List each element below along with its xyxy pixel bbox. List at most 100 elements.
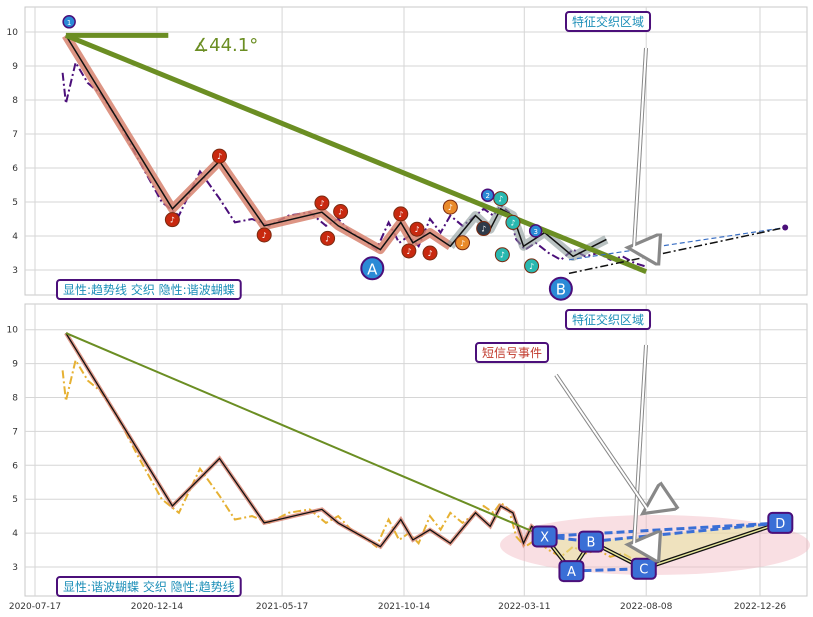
note-marker [256, 227, 272, 243]
harmonic-point-label: B [586, 536, 595, 551]
number-badge [480, 188, 495, 202]
harmonic-point-box [531, 525, 558, 548]
harmonic-point-label: D [775, 517, 785, 532]
y-tick-label: 4 [12, 529, 18, 539]
x-tick-label: 2021-10-14 [378, 602, 431, 612]
y-tick-label: 8 [12, 394, 18, 404]
pattern-point-circle [360, 256, 385, 281]
legend-label-bottom-text: 显性:谐波蝴蝶 交织 隐性:趋势线 [63, 579, 235, 594]
pattern-point-label: B [556, 281, 566, 299]
note-glyph: ♪ [338, 208, 343, 217]
harmonic-point-label: C [639, 563, 648, 578]
y-tick-label: 3 [12, 266, 18, 276]
note-glyph: ♪ [498, 195, 503, 204]
harmonic-dashed-link [590, 521, 781, 544]
note-glyph: ♪ [414, 225, 419, 234]
top-panel: 3 4 5 6 7 8 9 10 ♪ ♪ ♪ ♪ ♪ ♪ ♪ ♪ ♪ ♪ ♪ ♪ ♪ ♪ ♪ ♪ ♪ A B 1 2 3 ∡44.1° 特… [7, 6, 808, 301]
note-glyph: ♪ [406, 247, 411, 256]
note-glyph: ♪ [427, 249, 432, 258]
note-marker [212, 148, 228, 164]
trendline [64, 33, 648, 275]
note-glyph: ♪ [481, 225, 486, 234]
y-tick-label: 10 [7, 28, 19, 38]
note-marker [493, 191, 509, 207]
pattern-point-label: A [367, 260, 378, 278]
note-marker [393, 206, 409, 222]
note-glyph: ♪ [460, 239, 465, 248]
bottom-grid [25, 304, 807, 596]
region-label-bottom: 特征交织区域 [565, 309, 652, 330]
number-badge [62, 15, 76, 29]
note-glyph: ♪ [448, 203, 453, 212]
arrow-to-event-inner [555, 374, 649, 511]
y-tick-label: 6 [12, 164, 18, 174]
region-label-top-text: 特征交织区域 [572, 14, 644, 29]
note-marker [401, 243, 417, 259]
dashed-projection-line [568, 226, 786, 261]
bottom-panel: 3 4 5 6 7 8 9 10 2020-07-17 2020-12-14 2021-05-17… [7, 303, 810, 612]
note-glyph: ♪ [217, 152, 222, 161]
top-note-markers: ♪ ♪ ♪ ♪ ♪ ♪ ♪ ♪ ♪ ♪ ♪ ♪ ♪ ♪ ♪ ♪ ♪ A B 1 2 3 [62, 15, 573, 301]
x-tick-label: 2021-05-17 [256, 602, 308, 612]
note-marker [476, 221, 492, 237]
note-marker [333, 204, 349, 220]
harmonic-point-box [558, 560, 585, 583]
note-marker [422, 245, 438, 261]
harmonic-point-box [767, 511, 794, 534]
note-marker [494, 247, 510, 263]
x-tick-label: 2022-03-11 [498, 602, 550, 612]
note-marker [505, 214, 521, 230]
trendline-bottom [65, 332, 545, 538]
x-tick-label: 2020-07-17 [9, 602, 61, 612]
region-label-bottom-text: 特征交织区域 [572, 312, 644, 327]
top-plot-frame [24, 6, 808, 296]
event-label-text: 短信号事件 [482, 346, 542, 360]
zigzag-line [65, 35, 607, 258]
bottom-x-axis: 2020-07-17 2020-12-14 2021-05-17 2021-10-14… [9, 602, 787, 612]
y-tick-label: 9 [12, 62, 18, 72]
note-glyph: ♪ [529, 262, 534, 271]
y-tick-label: 6 [12, 461, 18, 471]
note-glyph: ♪ [500, 251, 505, 260]
zigzag-line-bottom [65, 332, 572, 572]
number-badge-label: 2 [485, 192, 489, 200]
event-label-box [475, 342, 550, 363]
harmonic-point-box [577, 530, 604, 553]
arrow-to-region-bottom-inner [633, 344, 647, 546]
note-glyph: ♪ [510, 218, 515, 227]
region-label-top-box [565, 11, 652, 32]
y-tick-label: 5 [12, 495, 18, 505]
y-tick-label: 7 [12, 427, 18, 437]
region-label-bottom-box [565, 309, 652, 330]
number-badge-label: 3 [533, 228, 537, 236]
legend-label-bottom-box [56, 576, 242, 597]
x-tick-label: 2022-08-08 [620, 602, 673, 612]
region-label-top: 特征交织区域 [565, 11, 652, 32]
x-tick-label: 2020-12-14 [131, 602, 184, 612]
y-tick-label: 3 [12, 563, 18, 573]
legend-label-top: 显性:趋势线 交织 隐性:谐波蝴蝶 [56, 279, 242, 300]
legend-label-top-text: 显性:趋势线 交织 隐性:谐波蝴蝶 [63, 282, 235, 297]
y-tick-label: 10 [7, 326, 19, 336]
harmonic-point-label: A [567, 565, 576, 580]
top-y-axis: 3 4 5 6 7 8 9 10 [7, 28, 19, 276]
y-tick-label: 8 [12, 96, 18, 106]
angle-label: ∡44.1° [193, 35, 258, 56]
y-tick-label: 4 [12, 232, 18, 242]
y-tick-label: 5 [12, 198, 18, 208]
event-label: 短信号事件 [475, 342, 550, 363]
legend-label-top-box [56, 279, 242, 300]
note-glyph: ♪ [170, 216, 175, 225]
note-glyph: ♪ [398, 210, 403, 219]
note-marker [455, 235, 471, 251]
note-marker [524, 258, 540, 274]
projection-line [568, 226, 786, 275]
harmonic-point-label: X [540, 530, 549, 545]
price-series-line [61, 59, 647, 268]
legend-label-bottom: 显性:谐波蝴蝶 交织 隐性:趋势线 [56, 576, 242, 597]
arrow-to-region-inner [633, 47, 647, 249]
bottom-y-axis: 3 4 5 6 7 8 9 10 [7, 326, 19, 573]
note-glyph: ♪ [319, 199, 324, 208]
